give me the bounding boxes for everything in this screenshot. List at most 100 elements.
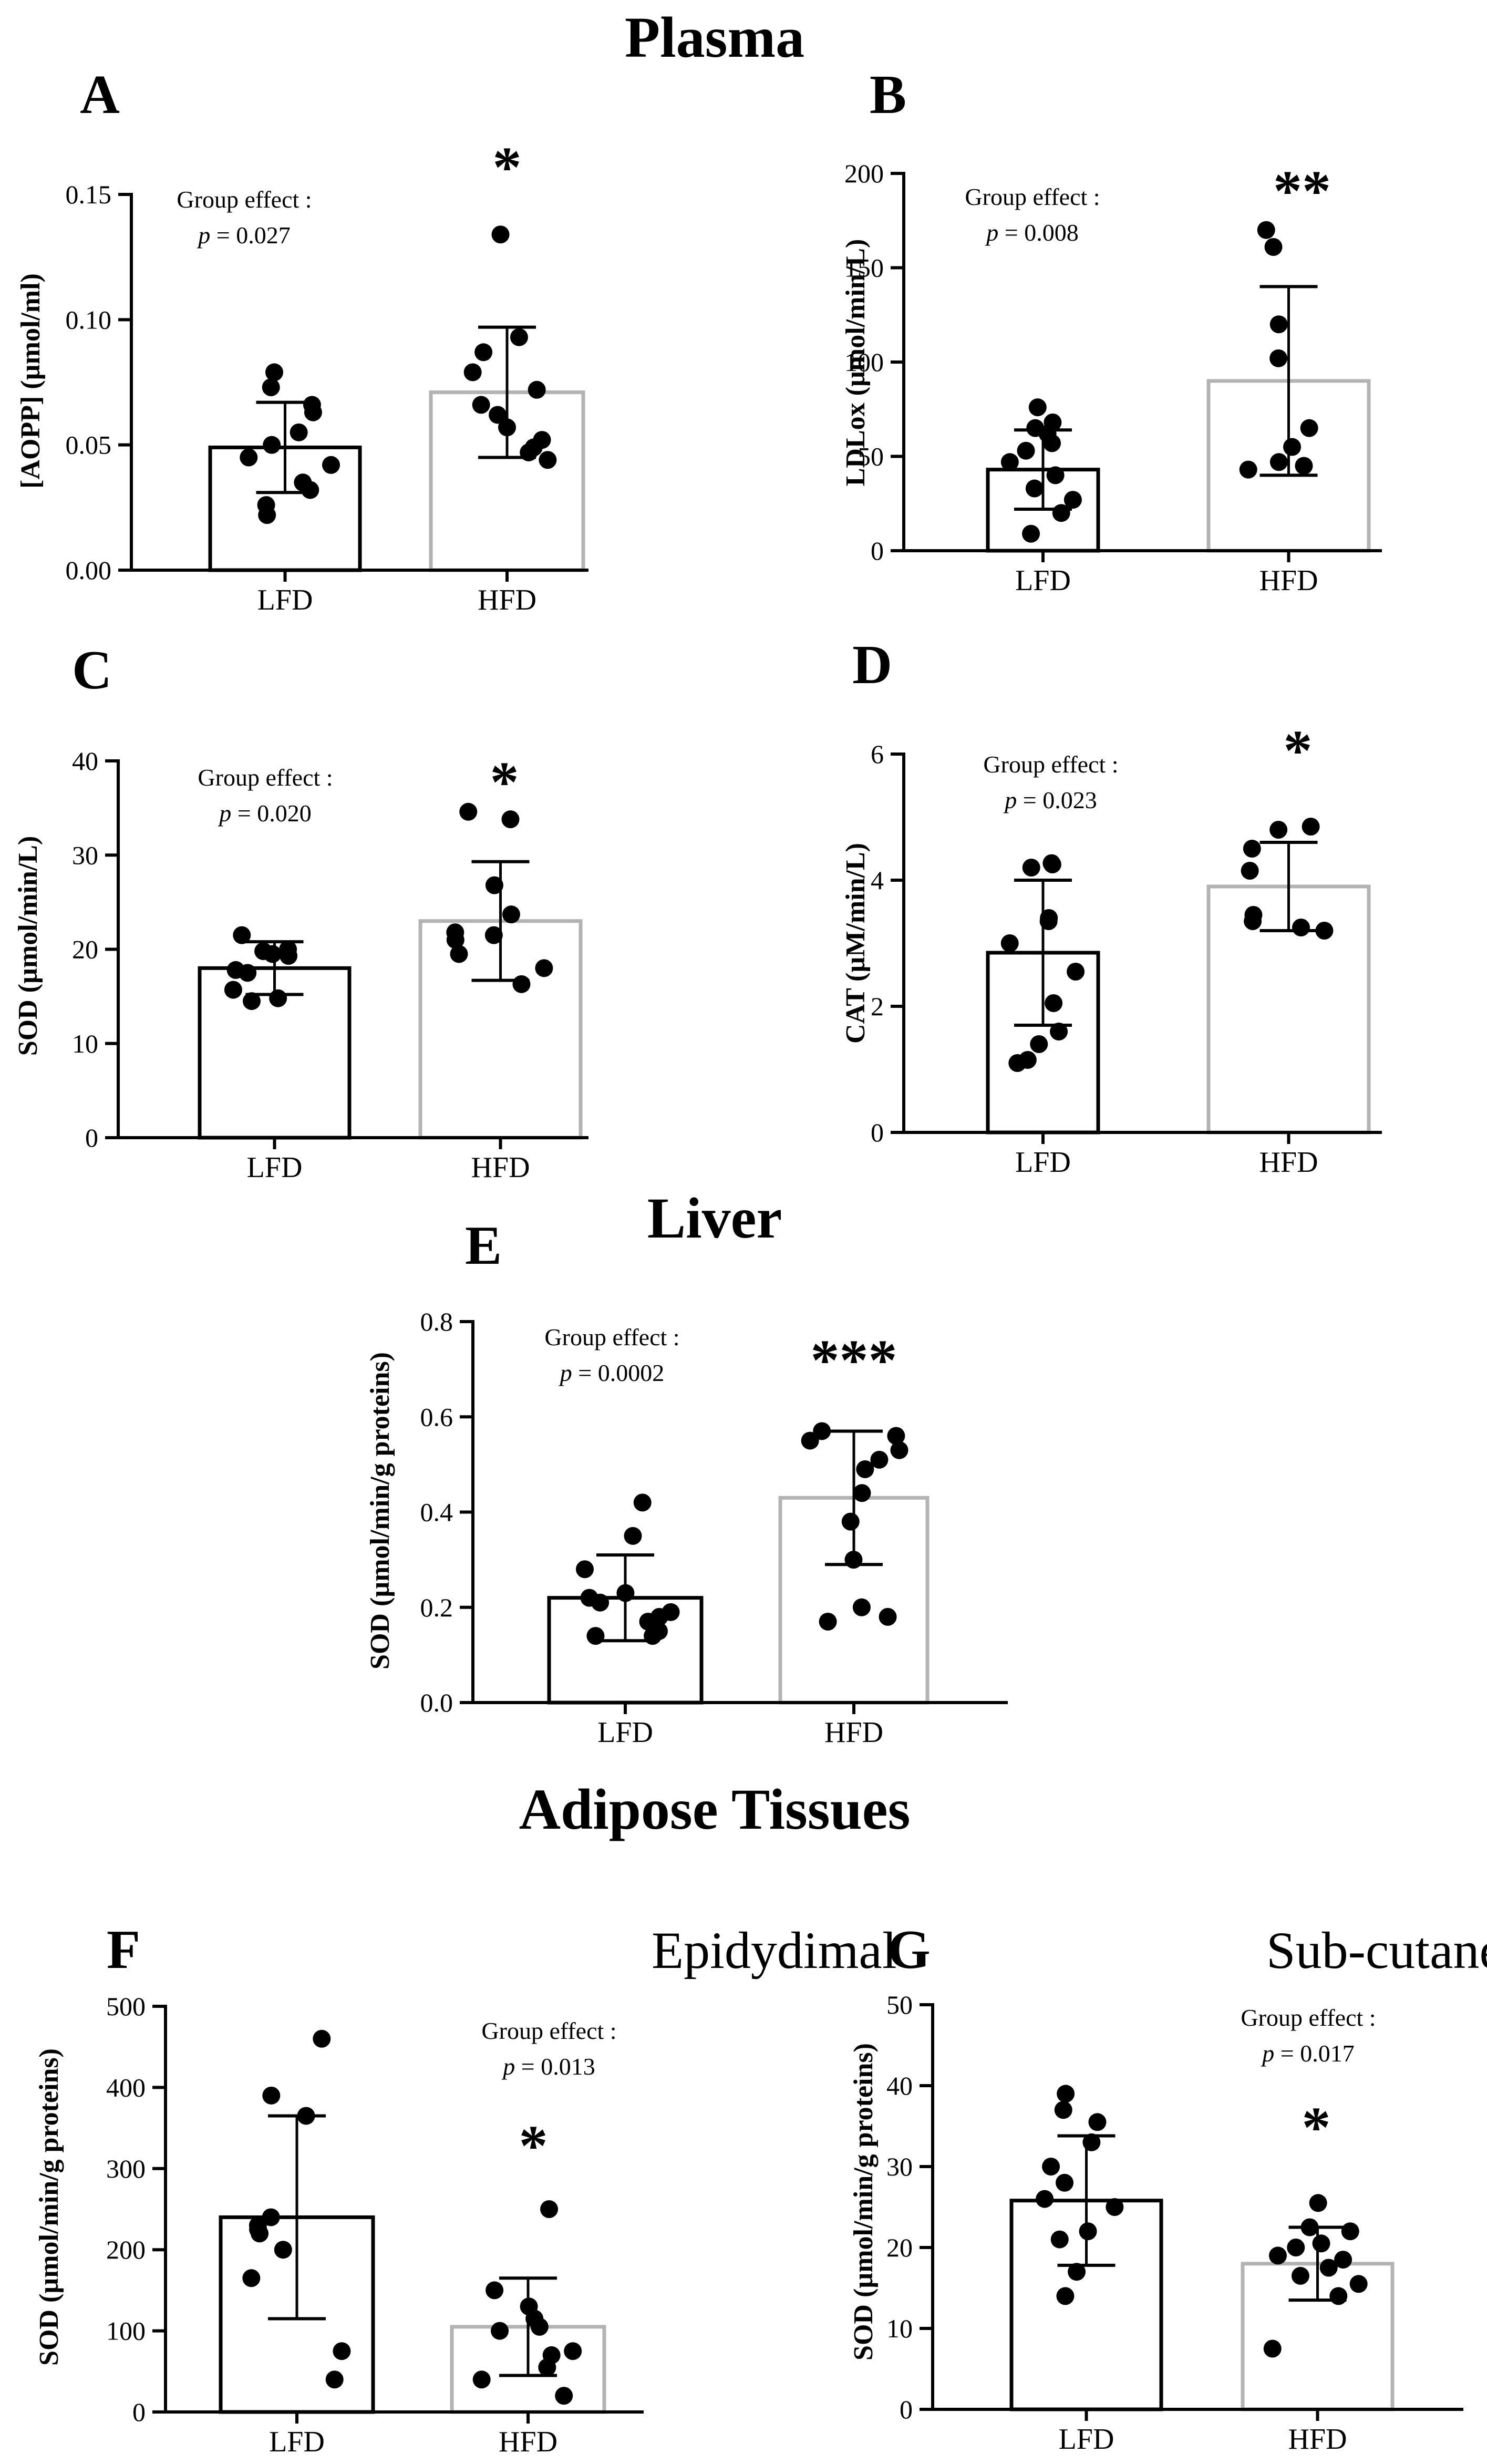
p-value: = 0.013 <box>515 2053 595 2080</box>
data-point <box>586 1627 605 1645</box>
data-point <box>644 1627 662 1645</box>
data-point <box>1025 479 1044 498</box>
data-point <box>486 2281 504 2300</box>
data-point <box>1269 315 1288 334</box>
panel-subtitle: Sub-cutaneous <box>1266 1921 1487 1980</box>
group-effect-label: Group effect : <box>177 186 312 213</box>
data-point <box>1036 2190 1054 2208</box>
data-point <box>491 225 510 244</box>
y-tick-label: 50 <box>858 442 884 471</box>
data-point <box>1052 504 1070 522</box>
data-point <box>1269 349 1288 367</box>
data-point <box>1300 419 1318 437</box>
data-point <box>1239 460 1257 479</box>
data-point <box>1263 2339 1282 2358</box>
data-point <box>450 945 468 963</box>
data-point <box>1329 2287 1348 2305</box>
data-point <box>1043 855 1061 873</box>
y-tick-label: 10 <box>72 1029 98 1058</box>
data-point <box>240 448 258 467</box>
data-point <box>304 403 322 421</box>
data-point <box>1028 398 1047 417</box>
data-point <box>1030 1035 1048 1053</box>
data-point <box>1295 457 1313 475</box>
significance-marker: * <box>1302 2095 1331 2159</box>
data-point <box>502 905 520 924</box>
x-tick-label-lfd: LFD <box>1059 2423 1114 2456</box>
data-point <box>325 2370 344 2389</box>
data-point <box>1291 2266 1309 2285</box>
panel-label-b: B <box>870 64 906 125</box>
y-tick-label: 4 <box>871 865 884 895</box>
panel-label-c: C <box>72 639 112 700</box>
p-symbol: p <box>197 222 210 249</box>
group-effect-label: Group effect : <box>198 764 333 791</box>
y-tick-label: 0.0 <box>420 1688 453 1717</box>
data-point <box>242 992 261 1011</box>
section-title-plasma: Plasma <box>625 5 804 69</box>
data-point <box>1056 2287 1075 2305</box>
data-point <box>852 1598 871 1616</box>
data-point <box>1067 963 1085 981</box>
p-value-label: p = 0.020 <box>218 800 311 827</box>
y-tick-label: 40 <box>886 2071 913 2100</box>
data-point <box>1315 922 1334 940</box>
data-point <box>1244 912 1262 930</box>
data-point <box>1241 862 1259 880</box>
p-symbol: p <box>1003 787 1017 813</box>
panel-label-d: D <box>852 634 892 695</box>
y-tick-label: 150 <box>844 253 884 283</box>
data-point <box>313 2029 331 2048</box>
data-point <box>1039 912 1058 930</box>
data-point <box>1054 2101 1072 2119</box>
y-tick-label: 20 <box>886 2233 913 2262</box>
data-point <box>1302 818 1320 836</box>
data-point <box>528 380 546 399</box>
data-point <box>333 2342 351 2360</box>
data-point <box>1269 2246 1287 2265</box>
y-tick-label: 0 <box>132 2397 146 2427</box>
data-point <box>1050 1023 1068 1040</box>
data-point <box>870 1450 889 1469</box>
y-tick-label: 20 <box>72 935 98 964</box>
data-point <box>446 931 464 949</box>
section-title-adipose: Adipose Tissues <box>519 1777 911 1841</box>
data-point <box>1079 2222 1097 2241</box>
data-point <box>297 2107 315 2125</box>
p-value-label: p = 0.0002 <box>559 1359 664 1386</box>
p-value-label: p = 0.017 <box>1261 2040 1354 2067</box>
data-point <box>463 363 482 382</box>
y-tick-label: 0.6 <box>420 1402 453 1431</box>
y-tick-label: 0.8 <box>420 1307 453 1336</box>
data-point <box>512 975 531 993</box>
y-tick-label: 300 <box>106 2154 146 2183</box>
y-tick-label: 30 <box>886 2152 913 2181</box>
y-axis-title: SOD (µmol/min/g proteins) <box>34 2048 64 2366</box>
data-point <box>1243 840 1261 858</box>
significance-marker: ** <box>1273 159 1331 223</box>
data-point <box>290 423 308 441</box>
p-value: = 0.023 <box>1017 787 1097 813</box>
data-point <box>1269 821 1288 839</box>
p-value: = 0.017 <box>1274 2040 1354 2067</box>
y-tick-label: 6 <box>871 739 884 769</box>
data-point <box>1017 441 1035 460</box>
data-point <box>239 964 257 982</box>
x-tick-label-lfd: LFD <box>269 2426 325 2458</box>
panel-subtitle: Epidydimal <box>652 1921 897 1980</box>
data-point <box>530 2317 549 2336</box>
y-tick-label: 100 <box>106 2316 146 2346</box>
data-point <box>491 2322 509 2340</box>
data-point <box>633 1493 652 1512</box>
data-point <box>538 2358 556 2377</box>
group-effect-label: Group effect : <box>965 183 1100 210</box>
significance-marker: * <box>519 2114 548 2178</box>
data-point <box>301 481 319 499</box>
significance-marker: *** <box>811 1328 897 1392</box>
data-point <box>1292 919 1310 936</box>
data-point <box>1106 2198 1124 2216</box>
p-symbol: p <box>218 800 231 827</box>
data-point <box>1000 934 1019 952</box>
y-tick-label: 0.10 <box>66 305 112 334</box>
